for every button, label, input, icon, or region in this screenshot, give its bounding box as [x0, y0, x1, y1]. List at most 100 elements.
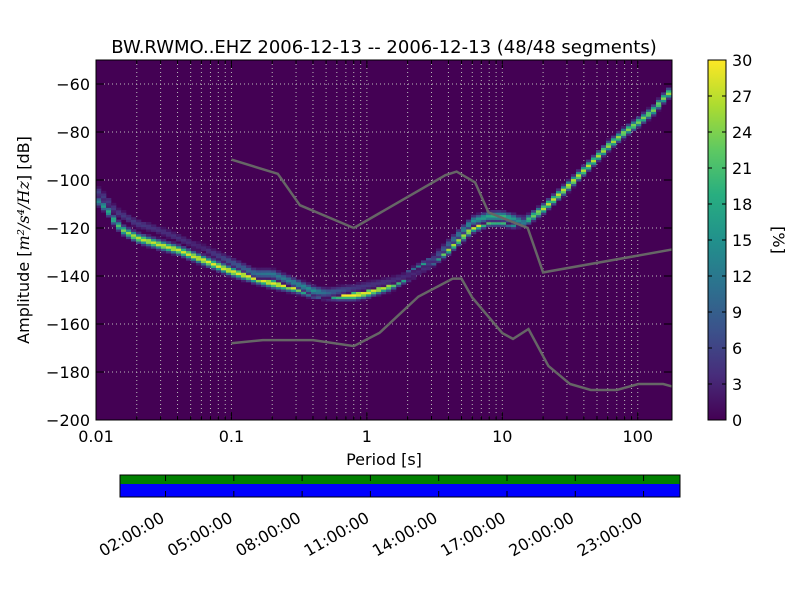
heatmap-cell	[271, 282, 277, 285]
heatmap-cell	[241, 274, 247, 278]
heatmap-cell	[406, 279, 412, 283]
heatmap-cell	[511, 214, 517, 218]
heatmap-cell	[101, 193, 107, 196]
heatmap-cell	[121, 214, 127, 218]
heatmap-cell	[171, 236, 177, 240]
heatmap-cell	[656, 109, 662, 112]
heatmap-cell	[331, 294, 337, 297]
heatmap-cell	[396, 279, 402, 283]
heatmap-cell	[216, 253, 222, 256]
heatmap-cell	[421, 262, 427, 266]
heatmap-cell	[306, 282, 312, 285]
heatmap-cell	[201, 265, 207, 268]
heatmap-cell	[221, 270, 227, 273]
heatmap-cell	[116, 222, 122, 225]
heatmap-cell	[376, 294, 382, 297]
heatmap-cell	[481, 214, 487, 218]
heatmap-cell	[411, 265, 417, 268]
heatmap-cell	[181, 241, 187, 244]
heatmap-cell	[396, 277, 402, 280]
x-tick-label: 0.01	[78, 427, 114, 446]
heatmap-cell	[421, 267, 427, 271]
heatmap-cell	[456, 231, 462, 235]
heatmap-cell	[101, 190, 107, 194]
heatmap-cell	[186, 258, 192, 261]
heatmap-cell	[121, 231, 127, 235]
heatmap-cell	[256, 284, 262, 288]
heatmap-cell	[281, 272, 287, 276]
heatmap-cell	[331, 289, 337, 292]
heatmap-cell	[311, 284, 317, 288]
heatmap-cell	[651, 106, 657, 110]
heatmap-cell	[386, 286, 392, 290]
heatmap-cell	[641, 118, 647, 122]
heatmap-cell	[246, 277, 252, 280]
heatmap-cell	[391, 282, 397, 285]
heatmap-cell	[166, 241, 172, 244]
heatmap-cell	[301, 279, 307, 283]
heatmap-cell	[536, 212, 542, 216]
heatmap-cell	[131, 229, 137, 232]
heatmap-cell	[386, 284, 392, 288]
heatmap-cell	[211, 260, 217, 264]
heatmap-cell	[101, 198, 107, 201]
heatmap-cell	[531, 214, 537, 218]
y-tick-label: −160	[46, 315, 90, 334]
heatmap-cell	[461, 236, 467, 240]
heatmap-cell	[646, 118, 652, 122]
heatmap-cell	[211, 255, 217, 259]
heatmap-cell	[261, 277, 267, 280]
heatmap-cell	[296, 284, 302, 288]
heatmap-cell	[136, 241, 142, 244]
heatmap-cell	[446, 243, 452, 247]
heatmap-cell	[161, 229, 167, 232]
heatmap-cell	[446, 246, 452, 249]
heatmap-cell	[226, 274, 232, 278]
heatmap-cell	[311, 291, 317, 295]
heatmap-cell	[276, 279, 282, 283]
heatmap-cell	[381, 277, 387, 280]
heatmap-cell	[106, 198, 112, 201]
colorbar-tick-label: 18	[732, 195, 752, 214]
heatmap-cell	[181, 248, 187, 252]
heatmap-cell	[531, 219, 537, 223]
heatmap-cell	[196, 250, 202, 254]
heatmap-cell	[296, 286, 302, 290]
heatmap-cell	[441, 253, 447, 256]
heatmap-cell	[596, 150, 602, 153]
heatmap-cell	[101, 195, 107, 199]
heatmap-cell	[586, 159, 592, 163]
heatmap-cell	[606, 147, 612, 151]
heatmap-cell	[591, 159, 597, 163]
heatmap-cell	[326, 296, 332, 300]
heatmap-cell	[316, 289, 322, 292]
heatmap-cell	[276, 282, 282, 285]
heatmap-cell	[596, 152, 602, 156]
heatmap-cell	[226, 262, 232, 266]
heatmap-cell	[221, 265, 227, 268]
heatmap-cell	[226, 258, 232, 261]
heatmap-cell	[466, 229, 472, 232]
heatmap-cell	[571, 174, 577, 177]
heatmap-cell	[126, 214, 132, 218]
heatmap-cell	[481, 219, 487, 223]
heatmap-cell	[361, 282, 367, 285]
heatmap-cell	[576, 176, 582, 180]
heatmap-cell	[546, 202, 552, 206]
heatmap-cell	[641, 111, 647, 115]
heatmap-cell	[166, 229, 172, 232]
heatmap-cell	[121, 234, 127, 237]
heatmap-cell	[96, 190, 102, 194]
heatmap-cell	[551, 198, 557, 201]
heatmap-cell	[331, 291, 337, 295]
heatmap-cell	[506, 224, 512, 228]
heatmap-cell	[131, 234, 137, 237]
heatmap-cell	[131, 224, 137, 228]
heatmap-cell	[561, 193, 567, 196]
heatmap-cell	[516, 214, 522, 218]
heatmap-cell	[126, 217, 132, 220]
heatmap-cell	[346, 294, 352, 297]
heatmap-cell	[606, 140, 612, 144]
heatmap-cell	[266, 282, 272, 285]
heatmap-cell	[411, 272, 417, 276]
